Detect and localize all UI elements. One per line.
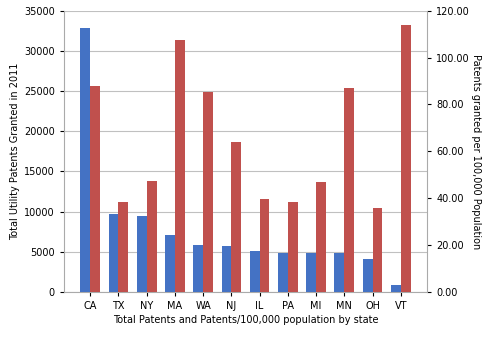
Bar: [373, 208, 382, 292]
Bar: [306, 253, 316, 292]
Bar: [334, 253, 344, 292]
Bar: [363, 259, 373, 292]
X-axis label: Total Patents and Patents/100,000 population by state: Total Patents and Patents/100,000 popula…: [113, 315, 378, 325]
Bar: [81, 28, 90, 292]
Bar: [137, 216, 147, 292]
Bar: [401, 25, 410, 292]
Bar: [391, 286, 401, 292]
Bar: [109, 214, 118, 292]
Bar: [278, 252, 288, 292]
Bar: [316, 182, 326, 292]
Bar: [175, 40, 185, 292]
Bar: [231, 142, 241, 292]
Bar: [147, 180, 157, 292]
Bar: [165, 235, 175, 292]
Bar: [344, 88, 354, 292]
Bar: [90, 86, 100, 292]
Bar: [288, 202, 298, 292]
Bar: [193, 245, 203, 292]
Bar: [203, 91, 213, 292]
Bar: [260, 199, 270, 292]
Bar: [221, 246, 231, 292]
Y-axis label: Patents granted per 100,000 Population: Patents granted per 100,000 Population: [471, 54, 481, 249]
Bar: [250, 251, 260, 292]
Y-axis label: Total Utility Patents Granted in 2011: Total Utility Patents Granted in 2011: [10, 63, 20, 240]
Bar: [118, 202, 128, 292]
